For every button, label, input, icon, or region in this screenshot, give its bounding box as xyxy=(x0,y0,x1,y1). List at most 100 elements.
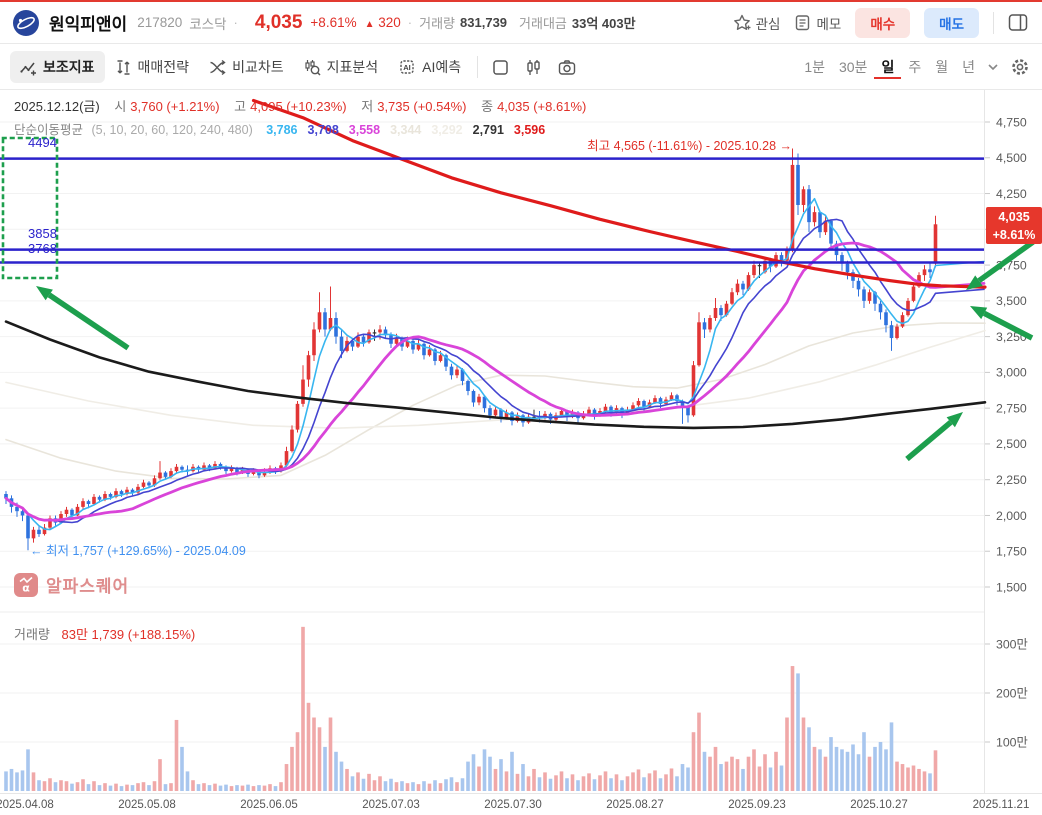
green-arrow-head xyxy=(36,286,53,301)
y-axis-label: 1,750 xyxy=(996,545,1027,559)
gear-icon xyxy=(1012,59,1028,75)
trade-value-label: 거래대금 xyxy=(519,16,567,31)
level-label-4494: 4494 xyxy=(28,135,57,150)
green-arrow xyxy=(977,239,1035,283)
interval-1분[interactable]: 1분 xyxy=(804,59,825,75)
sma-label: 단순이동평균 xyxy=(14,123,84,137)
analysis-button[interactable]: 지표분석 xyxy=(294,51,389,83)
volume-axis-label: 200만 xyxy=(996,686,1028,700)
stock-name: 원익피앤이 xyxy=(49,15,128,34)
main-chart-svg[interactable]: 4,7504,5004,2504,0003,7503,5003,2503,000… xyxy=(0,90,1042,815)
y-axis-label: 4,750 xyxy=(996,115,1027,129)
divider xyxy=(477,56,479,78)
chart-date: 2025.12.12(금) xyxy=(14,99,100,114)
sma-value: 2,791 xyxy=(472,123,504,137)
up-triangle-icon: ▲ xyxy=(364,19,375,30)
sell-button[interactable]: 매도 xyxy=(924,7,979,38)
current-price: 4,035 xyxy=(254,11,303,33)
x-axis-label: 2025.07.03 xyxy=(362,799,420,811)
green-arrow-head xyxy=(966,275,983,290)
stock-logo-icon xyxy=(12,9,40,37)
buy-button[interactable]: 매수 xyxy=(855,7,911,38)
y-axis-label: 4,500 xyxy=(996,151,1027,165)
x-axis-label: 2025.08.27 xyxy=(606,799,664,811)
y-axis-label: 2,750 xyxy=(996,401,1027,415)
sma-legend-row: 단순이동평균 (5, 10, 20, 60, 120, 240, 480) 3,… xyxy=(14,119,545,138)
sma-value: 3,558 xyxy=(348,123,381,137)
annotation-high: 최고 4,565 (-11.61%) - 2025.10.28 → xyxy=(587,139,792,153)
compare-button[interactable]: 비교차트 xyxy=(199,51,294,83)
sma-value: 3,344 xyxy=(390,123,422,137)
interval-일[interactable]: 일 xyxy=(874,54,902,79)
interval-년[interactable]: 년 xyxy=(962,59,975,75)
y-axis-label: 2,250 xyxy=(996,473,1027,487)
market-label: 코스닥 xyxy=(189,16,227,32)
green-arrow xyxy=(47,292,130,351)
memo-icon xyxy=(796,15,810,31)
interval-월[interactable]: 월 xyxy=(935,59,949,75)
candle-magnifier-icon xyxy=(304,59,321,76)
current-price-badge: 4,035 +8.61% xyxy=(986,207,1042,244)
compare-shuffle-icon xyxy=(210,59,226,75)
watchlist-button[interactable]: 관심 xyxy=(733,13,780,33)
chart-settings-button[interactable] xyxy=(1010,57,1030,77)
memo-button[interactable]: 메모 xyxy=(794,13,841,33)
updown-arrows-icon xyxy=(117,59,130,75)
open-value: 3,760 (+1.21%) xyxy=(130,99,220,114)
change-percent: +8.61% xyxy=(310,15,357,30)
green-dashed-box xyxy=(1,136,59,280)
volume-axis-label: 100만 xyxy=(996,735,1028,749)
separator-dot: · xyxy=(233,15,238,30)
y-axis-label: 1,500 xyxy=(996,580,1027,594)
x-axis-label: 2025.11.21 xyxy=(972,799,1030,811)
x-axis-label: 2025.05.08 xyxy=(118,799,176,811)
x-axis-label: 2025.07.30 xyxy=(484,799,542,811)
x-axis-label: 2025.10.27 xyxy=(850,799,908,811)
y-axis-label: 2,500 xyxy=(996,437,1027,451)
green-arrow xyxy=(982,310,1034,341)
candle-type-button[interactable] xyxy=(517,53,550,82)
watermark: α 알파스퀘어 xyxy=(14,572,129,597)
interval-selector: 1분 30분 일 주 월 년 xyxy=(797,54,1030,79)
square-icon xyxy=(493,59,508,75)
volume-label: 거래량 xyxy=(419,16,456,31)
top-loading-bar xyxy=(0,0,1042,2)
interval-more-button[interactable] xyxy=(986,60,1000,74)
svg-text:α: α xyxy=(22,581,30,594)
panel-layout-icon xyxy=(1008,14,1028,31)
chart-toolbar: 보조지표 매매전략 비교차트 지표분석 AI AI예측 xyxy=(0,45,1042,90)
change-amount: ▲ 320 xyxy=(364,15,401,30)
svg-text:AI: AI xyxy=(403,63,411,72)
sma-params: (5, 10, 20, 60, 120, 240, 480) xyxy=(91,123,253,137)
indicator-icon xyxy=(20,62,36,75)
side-panel-toggle[interactable] xyxy=(1008,13,1028,32)
sma-value: 3,786 xyxy=(266,123,298,137)
x-axis-label: 2025.06.05 xyxy=(240,799,298,811)
chevron-down-icon xyxy=(988,64,998,71)
volume-axis-label: 300만 xyxy=(996,637,1028,651)
trade-value: 33억 403만 xyxy=(571,16,636,31)
y-axis-label: 4,250 xyxy=(996,187,1027,201)
sma-value: 3,292 xyxy=(431,123,463,137)
screenshot-button[interactable] xyxy=(550,53,584,82)
separator-dot: · xyxy=(407,15,413,30)
watermark-text: 알파스퀘어 xyxy=(46,577,130,596)
sma-value: 3,708 xyxy=(307,123,339,137)
strategy-button[interactable]: 매매전략 xyxy=(105,51,200,83)
annotation-low: ← 최저 1,757 (+129.65%) - 2025.04.09 xyxy=(30,544,246,558)
y-axis-label: 3,000 xyxy=(996,366,1027,380)
divider xyxy=(993,11,994,34)
interval-30분[interactable]: 30분 xyxy=(838,59,868,75)
high-value: 4,095 (+10.23%) xyxy=(250,99,347,114)
y-axis-label: 3,500 xyxy=(996,294,1027,308)
ai-predict-button[interactable]: AI AI예측 xyxy=(388,51,471,83)
x-axis-label: 2025.04.08 xyxy=(0,799,54,811)
sma-value: 3,596 xyxy=(513,123,546,137)
interval-주[interactable]: 주 xyxy=(908,59,922,75)
chart-style-button[interactable] xyxy=(484,53,517,82)
star-plus-icon xyxy=(733,14,751,30)
chart-region[interactable]: 4,7504,5004,2504,0003,7503,5003,2503,000… xyxy=(0,90,1042,815)
close-value: 4,035 (+8.61%) xyxy=(497,99,587,114)
indicator-button[interactable]: 보조지표 xyxy=(10,51,105,83)
green-arrow xyxy=(905,420,953,462)
